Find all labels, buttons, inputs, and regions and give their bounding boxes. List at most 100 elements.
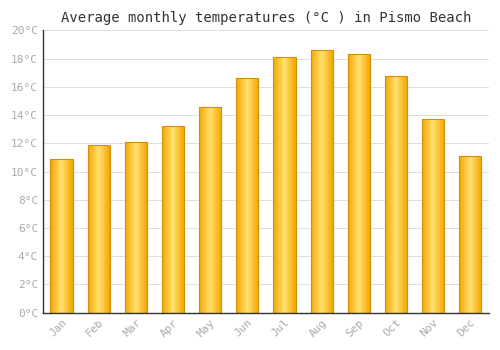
Bar bbox=[61, 159, 62, 313]
Bar bbox=[429, 119, 430, 313]
Bar bbox=[145, 142, 146, 313]
Bar bbox=[164, 126, 165, 313]
Bar bbox=[289, 57, 290, 313]
Bar bbox=[330, 50, 331, 313]
Bar bbox=[240, 78, 241, 313]
Bar bbox=[212, 107, 213, 313]
Bar bbox=[178, 126, 179, 313]
Bar bbox=[124, 142, 126, 313]
Bar bbox=[292, 57, 293, 313]
Bar bbox=[364, 55, 365, 313]
Bar bbox=[168, 126, 169, 313]
Bar bbox=[170, 126, 171, 313]
Bar bbox=[169, 126, 170, 313]
Bar bbox=[144, 142, 145, 313]
Bar bbox=[92, 145, 93, 313]
Bar bbox=[467, 156, 468, 313]
Bar bbox=[466, 156, 467, 313]
Bar bbox=[294, 57, 295, 313]
Bar bbox=[282, 57, 283, 313]
Bar bbox=[275, 57, 276, 313]
Bar bbox=[441, 119, 442, 313]
Bar bbox=[423, 119, 424, 313]
Bar bbox=[431, 119, 432, 313]
Bar bbox=[59, 159, 60, 313]
Bar bbox=[317, 50, 318, 313]
Bar bbox=[325, 50, 326, 313]
Bar bbox=[98, 145, 100, 313]
Bar bbox=[207, 107, 208, 313]
Bar bbox=[51, 159, 52, 313]
Bar bbox=[404, 76, 405, 313]
Bar bbox=[96, 145, 97, 313]
Bar bbox=[274, 57, 275, 313]
Bar bbox=[134, 142, 135, 313]
Bar bbox=[361, 55, 362, 313]
Bar bbox=[88, 145, 110, 313]
Bar bbox=[162, 126, 163, 313]
Bar bbox=[278, 57, 279, 313]
Bar bbox=[132, 142, 133, 313]
Bar bbox=[130, 142, 131, 313]
Bar bbox=[321, 50, 322, 313]
Bar bbox=[97, 145, 98, 313]
Bar bbox=[56, 159, 57, 313]
Bar bbox=[208, 107, 209, 313]
Bar bbox=[252, 78, 253, 313]
Bar bbox=[108, 145, 110, 313]
Bar bbox=[367, 55, 368, 313]
Bar bbox=[91, 145, 92, 313]
Bar bbox=[89, 145, 90, 313]
Bar bbox=[405, 76, 406, 313]
Bar bbox=[181, 126, 182, 313]
Bar bbox=[53, 159, 54, 313]
Bar bbox=[133, 142, 134, 313]
Bar bbox=[352, 55, 354, 313]
Bar bbox=[396, 76, 397, 313]
Bar bbox=[348, 55, 349, 313]
Bar bbox=[100, 145, 101, 313]
Bar bbox=[437, 119, 438, 313]
Bar bbox=[165, 126, 166, 313]
Bar bbox=[442, 119, 443, 313]
Bar bbox=[284, 57, 285, 313]
Bar bbox=[104, 145, 105, 313]
Bar bbox=[385, 76, 386, 313]
Bar bbox=[392, 76, 393, 313]
Bar bbox=[318, 50, 319, 313]
Bar bbox=[310, 50, 311, 313]
Bar bbox=[216, 107, 217, 313]
Bar bbox=[385, 76, 407, 313]
Bar bbox=[394, 76, 395, 313]
Bar bbox=[319, 50, 320, 313]
Bar bbox=[62, 159, 63, 313]
Bar bbox=[60, 159, 61, 313]
Bar bbox=[129, 142, 130, 313]
Bar bbox=[93, 145, 94, 313]
Title: Average monthly temperatures (°C ) in Pismo Beach: Average monthly temperatures (°C ) in Pi… bbox=[60, 11, 471, 25]
Bar bbox=[398, 76, 399, 313]
Bar bbox=[71, 159, 72, 313]
Bar bbox=[480, 156, 481, 313]
Bar bbox=[358, 55, 359, 313]
Bar bbox=[176, 126, 177, 313]
Bar bbox=[124, 142, 147, 313]
Bar bbox=[241, 78, 242, 313]
Bar bbox=[70, 159, 71, 313]
Bar bbox=[182, 126, 183, 313]
Bar bbox=[105, 145, 106, 313]
Bar bbox=[320, 50, 321, 313]
Bar bbox=[64, 159, 65, 313]
Bar bbox=[351, 55, 352, 313]
Bar bbox=[200, 107, 202, 313]
Bar bbox=[239, 78, 240, 313]
Bar bbox=[50, 159, 72, 313]
Bar bbox=[390, 76, 391, 313]
Bar bbox=[204, 107, 205, 313]
Bar bbox=[106, 145, 107, 313]
Bar bbox=[422, 119, 423, 313]
Bar bbox=[218, 107, 219, 313]
Bar bbox=[55, 159, 56, 313]
Bar bbox=[183, 126, 184, 313]
Bar bbox=[468, 156, 469, 313]
